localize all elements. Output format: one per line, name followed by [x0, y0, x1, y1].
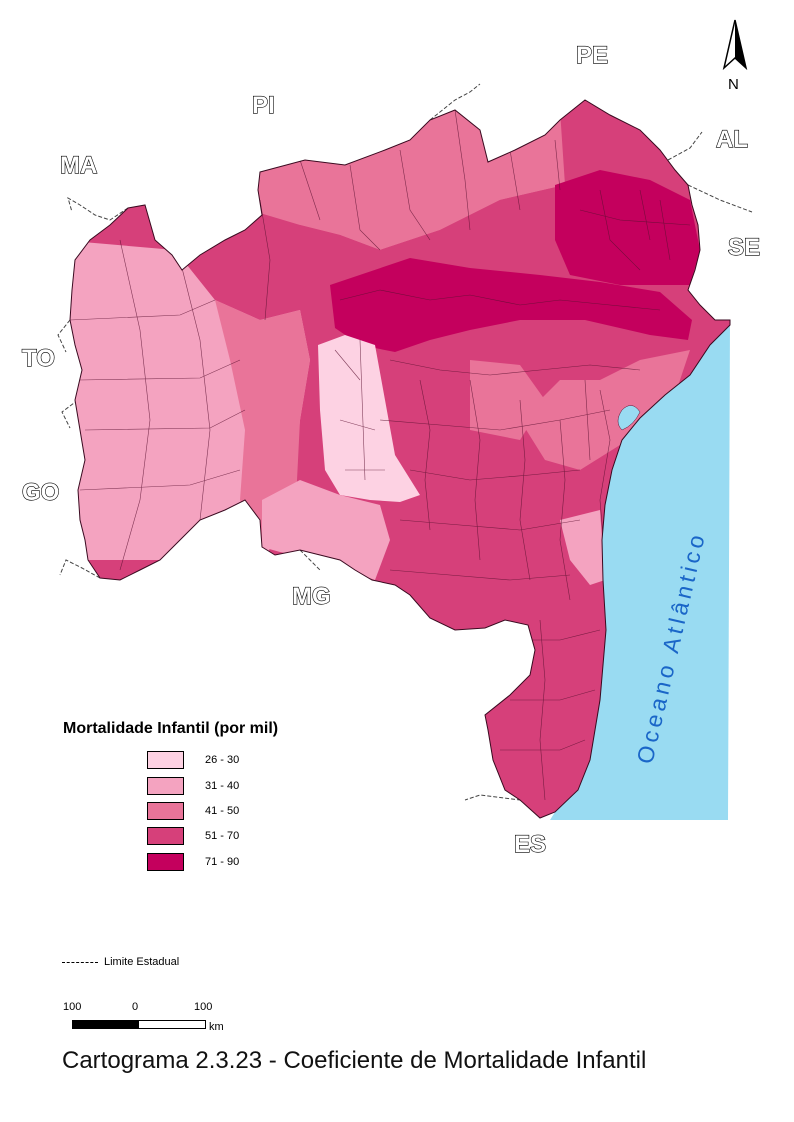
bay-inlet [617, 405, 641, 431]
region-southwest [262, 480, 390, 580]
region-interior-mid [470, 360, 545, 440]
region-coast-south [560, 510, 605, 585]
north-arrow-icon: N [722, 19, 748, 93]
legend-swatch [147, 827, 184, 845]
state-labels: PE PI AL MA SE TO GO MG ES [21, 41, 760, 858]
legend-item: 71 - 90 [147, 852, 239, 872]
scale-unit: km [209, 1021, 224, 1033]
limit-label: Limite Estadual [104, 956, 180, 968]
scale-left-label: 100 [63, 1001, 82, 1013]
legend-label: 71 - 90 [205, 856, 240, 868]
scale-right-label: 100 [194, 1001, 213, 1013]
state-label-to: TO [22, 345, 55, 372]
legend-swatch [147, 751, 184, 769]
legend-label: 31 - 40 [205, 780, 240, 792]
municipal-borders [70, 109, 691, 801]
state-label-es: ES [514, 831, 546, 858]
legend-item: 51 - 70 [147, 826, 239, 846]
state-label-mg: MG [292, 583, 331, 610]
legend-label: 26 - 30 [205, 754, 240, 766]
legend-item: 26 - 30 [147, 750, 239, 770]
region-northeast [555, 170, 700, 285]
north-arrow-label: N [728, 76, 739, 93]
legend-item: 41 - 50 [147, 801, 239, 821]
state-label-ma: MA [60, 152, 97, 179]
limit-line-icon [62, 961, 98, 963]
figure-caption: Cartograma 2.3.23 - Coeficiente de Morta… [62, 1047, 647, 1074]
legend-label: 41 - 50 [205, 805, 240, 817]
scale-bar-black [72, 1020, 139, 1029]
legend-label: 51 - 70 [205, 830, 240, 842]
legend-title: Mortalidade Infantil (por mil) [63, 720, 279, 737]
scale-bar-white [138, 1020, 206, 1029]
state-label-pi: PI [252, 92, 275, 119]
legend-swatch [147, 853, 184, 871]
state-label-pe: PE [576, 42, 608, 69]
bahia-outline [69, 99, 731, 819]
legend-swatch [147, 777, 184, 795]
scale-mid-label: 0 [132, 1001, 139, 1013]
ocean-area [550, 320, 730, 820]
legend-item: 31 - 40 [147, 776, 239, 796]
state-label-se: SE [728, 234, 760, 261]
legend-state-limit: Limite Estadual [62, 956, 179, 968]
state-label-go: GO [22, 479, 59, 506]
region-center-north [330, 258, 692, 352]
region-coast-east [520, 350, 690, 470]
region-north-interior [300, 185, 565, 290]
legend-swatch [147, 802, 184, 820]
state-label-al: AL [716, 126, 748, 153]
region-lowest [318, 335, 420, 502]
